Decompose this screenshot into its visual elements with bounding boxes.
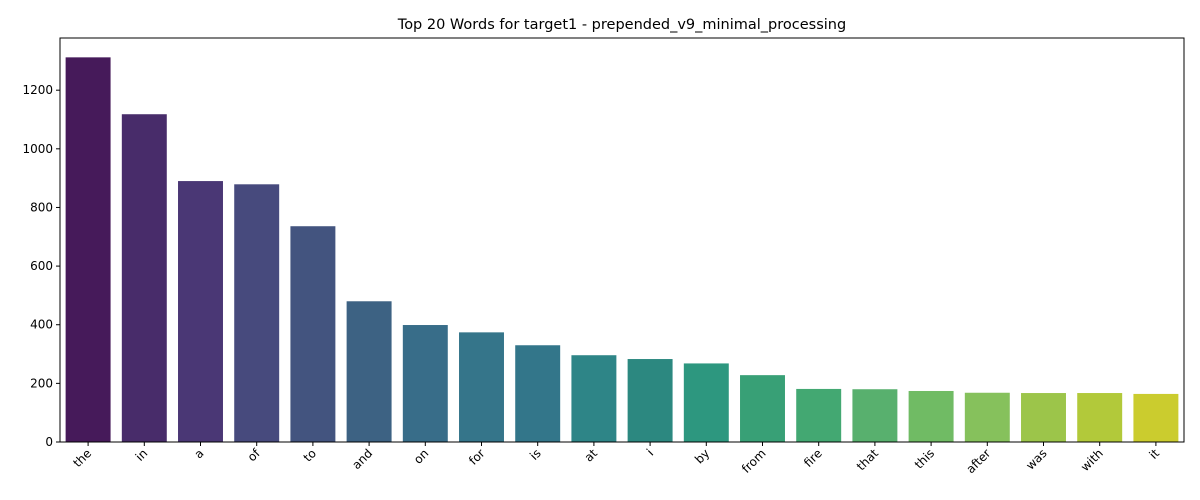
- x-tick-label: fire: [801, 446, 825, 470]
- bar-was: [1021, 393, 1066, 442]
- x-tick-label: was: [1023, 446, 1049, 472]
- x-tick-label: at: [582, 446, 601, 465]
- bar-to: [290, 226, 336, 442]
- bar-and: [346, 301, 392, 442]
- x-tick-label: a: [192, 446, 207, 461]
- x-tick-label: to: [301, 446, 319, 464]
- bar-from: [740, 375, 785, 442]
- x-tick-label: it: [1146, 446, 1162, 462]
- x-tick-label: on: [411, 446, 431, 466]
- bar-with: [1077, 393, 1123, 442]
- x-tick-label: with: [1078, 446, 1106, 474]
- y-tick-label: 400: [30, 318, 53, 332]
- bar-this: [908, 390, 954, 442]
- bar-for: [459, 332, 504, 442]
- bar-after: [964, 392, 1010, 442]
- y-tick-label: 200: [30, 376, 53, 390]
- y-tick-label: 0: [45, 435, 53, 449]
- bar-of: [234, 184, 280, 442]
- bars-layer: [65, 57, 1179, 443]
- bar-i: [627, 359, 673, 442]
- bar-on: [402, 325, 448, 442]
- x-tick-label: this: [912, 446, 937, 471]
- x-tick-label: in: [133, 446, 151, 464]
- x-axis: the in a of to and on for is at i by from fire that thi…: [70, 442, 1162, 476]
- x-tick-label: i: [644, 446, 656, 458]
- x-tick-label: for: [466, 446, 488, 468]
- bar-in: [121, 114, 167, 443]
- x-tick-label: from: [739, 446, 769, 476]
- bar-at: [571, 355, 617, 442]
- x-tick-label: and: [349, 446, 375, 472]
- chart-title: Top 20 Words for target1 - prepended_v9_…: [397, 17, 846, 33]
- x-tick-label: that: [854, 446, 881, 473]
- bar-a: [178, 181, 223, 443]
- y-axis: 0 200 400 600 800 1000 1200: [22, 83, 60, 449]
- bar-it: [1133, 393, 1179, 442]
- x-tick-label: is: [527, 446, 544, 463]
- plot-frame: [59, 37, 1185, 443]
- bar-that: [852, 389, 898, 442]
- x-tick-label: after: [963, 446, 993, 476]
- x-tick-label: of: [245, 446, 264, 465]
- y-tick-label: 1200: [22, 83, 53, 97]
- bar-by: [683, 363, 729, 442]
- x-tick-label: the: [70, 446, 94, 470]
- y-tick-label: 600: [30, 259, 53, 273]
- y-tick-label: 800: [30, 200, 53, 214]
- y-tick-label: 1000: [22, 142, 53, 156]
- bar-fire: [796, 388, 842, 442]
- bar-is: [515, 345, 561, 442]
- bar-the: [65, 57, 111, 442]
- x-tick-label: by: [692, 446, 712, 466]
